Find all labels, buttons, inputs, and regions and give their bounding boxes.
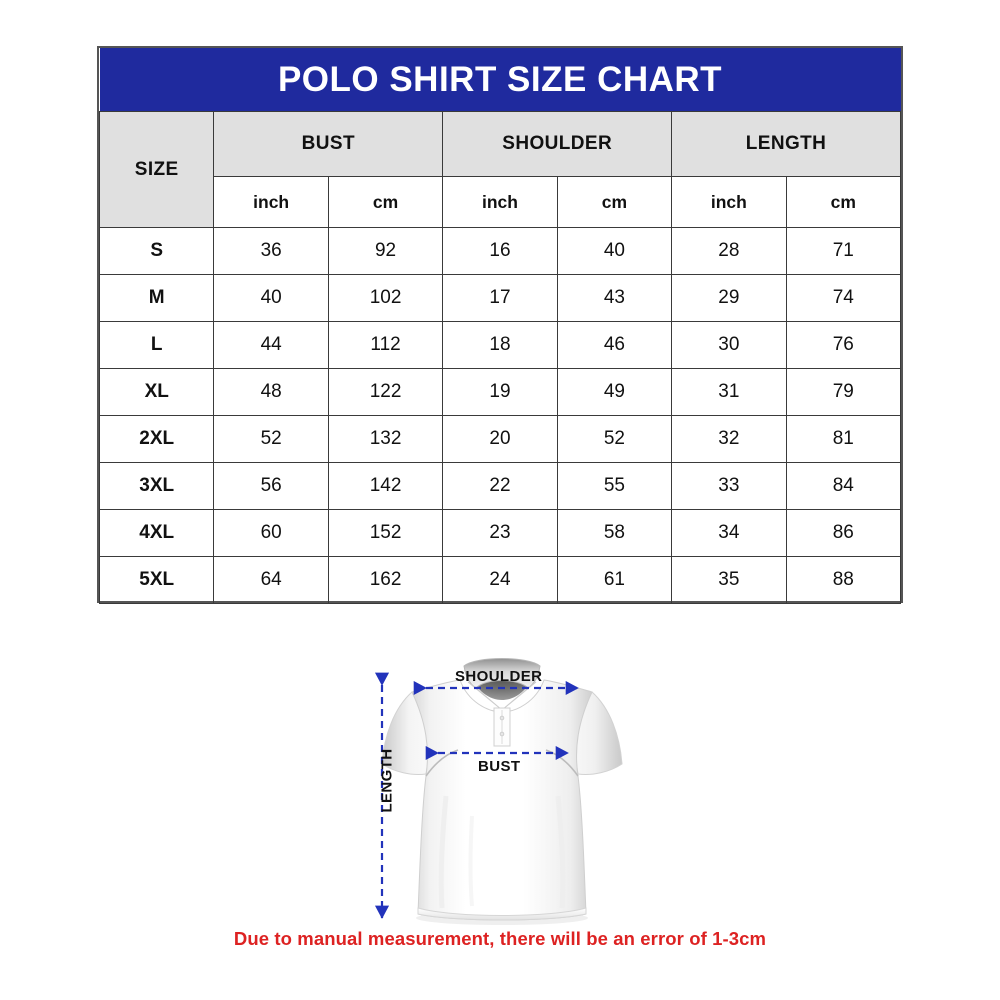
- cell-length-cm: 74: [785, 274, 902, 322]
- unit-header-shoulder-inch: inch: [442, 176, 558, 228]
- cell-length-cm: 88: [785, 556, 902, 604]
- cell-bust-inch: 40: [213, 274, 329, 322]
- cell-size: 4XL: [98, 509, 215, 557]
- cell-shoulder-inch: 22: [442, 462, 558, 510]
- shoulder-measurement-label: SHOULDER: [455, 668, 543, 685]
- unit-header-length-inch: inch: [671, 176, 787, 228]
- cell-shoulder-cm: 52: [556, 415, 673, 463]
- cell-bust-inch: 44: [213, 321, 329, 369]
- cell-shoulder-cm: 49: [556, 368, 673, 416]
- cell-bust-cm: 152: [327, 509, 444, 557]
- cell-shoulder-inch: 18: [442, 321, 558, 369]
- cell-shoulder-inch: 19: [442, 368, 558, 416]
- cell-size: 2XL: [98, 415, 215, 463]
- cell-bust-inch: 60: [213, 509, 329, 557]
- cell-bust-cm: 112: [327, 321, 444, 369]
- cell-bust-cm: 162: [327, 556, 444, 604]
- cell-length-inch: 30: [671, 321, 787, 369]
- unit-header-bust-cm: cm: [327, 176, 444, 228]
- cell-length-inch: 34: [671, 509, 787, 557]
- length-measurement-label: LENGTH: [378, 748, 396, 813]
- cell-length-cm: 76: [785, 321, 902, 369]
- cell-length-inch: 35: [671, 556, 787, 604]
- cell-length-inch: 31: [671, 368, 787, 416]
- table-row: M 40 102 17 43 29 74: [98, 274, 902, 322]
- cell-length-inch: 29: [671, 274, 787, 322]
- cell-bust-inch: 52: [213, 415, 329, 463]
- table-row: XL 48 122 19 49 31 79: [98, 368, 902, 416]
- table-row: 3XL 56 142 22 55 33 84: [98, 462, 902, 510]
- column-header-bust: BUST: [213, 111, 444, 177]
- cell-bust-cm: 132: [327, 415, 444, 463]
- cell-length-cm: 84: [785, 462, 902, 510]
- cell-bust-cm: 122: [327, 368, 444, 416]
- cell-shoulder-cm: 58: [556, 509, 673, 557]
- table-row: S 36 92 16 40 28 71: [98, 227, 902, 275]
- cell-length-cm: 79: [785, 368, 902, 416]
- cell-size: 3XL: [98, 462, 215, 510]
- bust-measurement-label: BUST: [478, 758, 521, 775]
- size-chart-table-body: POLO SHIRT SIZE CHART SIZE BUST SHOULDER…: [98, 48, 902, 604]
- column-header-length: LENGTH: [671, 111, 901, 177]
- measurement-disclaimer: Due to manual measurement, there will be…: [233, 928, 767, 949]
- cell-shoulder-cm: 46: [556, 321, 673, 369]
- cell-bust-inch: 64: [213, 556, 329, 604]
- cell-bust-cm: 92: [327, 227, 444, 275]
- cell-bust-cm: 102: [327, 274, 444, 322]
- unit-header-row: inch cm inch cm inch cm: [100, 176, 902, 228]
- polo-shirt-illustration: [381, 658, 623, 925]
- cell-shoulder-inch: 23: [442, 509, 558, 557]
- size-chart-table-container: POLO SHIRT SIZE CHART SIZE BUST SHOULDER…: [97, 46, 903, 604]
- cell-bust-inch: 56: [213, 462, 329, 510]
- cell-shoulder-cm: 61: [556, 556, 673, 604]
- measurement-diagram: SHOULDER BUST LENGTH: [0, 612, 1000, 942]
- cell-bust-inch: 36: [213, 227, 329, 275]
- cell-size: M: [98, 274, 215, 322]
- table-row: 2XL 52 132 20 52 32 81: [98, 415, 902, 463]
- cell-shoulder-inch: 16: [442, 227, 558, 275]
- cell-size: 5XL: [98, 556, 215, 604]
- cell-length-inch: 28: [671, 227, 787, 275]
- cell-shoulder-inch: 24: [442, 556, 558, 604]
- cell-shoulder-inch: 20: [442, 415, 558, 463]
- cell-length-cm: 86: [785, 509, 902, 557]
- cell-shoulder-cm: 43: [556, 274, 673, 322]
- page-title: POLO SHIRT SIZE CHART: [99, 48, 901, 112]
- table-row: L 44 112 18 46 30 76: [98, 321, 902, 369]
- column-header-size: SIZE: [98, 111, 215, 228]
- measurement-arrows: [374, 672, 579, 919]
- group-header-row: SIZE BUST SHOULDER LENGTH: [98, 111, 901, 228]
- cell-length-cm: 81: [785, 415, 902, 463]
- cell-shoulder-cm: 55: [556, 462, 673, 510]
- size-chart-table: POLO SHIRT SIZE CHART SIZE BUST SHOULDER…: [98, 48, 902, 604]
- unit-header-bust-inch: inch: [213, 176, 329, 228]
- column-header-shoulder: SHOULDER: [442, 111, 673, 177]
- unit-header-shoulder-cm: cm: [556, 176, 673, 228]
- cell-size: XL: [98, 368, 215, 416]
- cell-shoulder-cm: 40: [556, 227, 673, 275]
- cell-size: L: [98, 321, 215, 369]
- title-row: POLO SHIRT SIZE CHART: [99, 48, 901, 112]
- table-row: 4XL 60 152 23 58 34 86: [98, 509, 902, 557]
- cell-size: S: [98, 227, 215, 275]
- cell-length-inch: 32: [671, 415, 787, 463]
- cell-shoulder-inch: 17: [442, 274, 558, 322]
- unit-header-length-cm: cm: [785, 176, 902, 228]
- cell-length-cm: 71: [785, 227, 902, 275]
- cell-bust-inch: 48: [213, 368, 329, 416]
- cell-length-inch: 33: [671, 462, 787, 510]
- cell-bust-cm: 142: [327, 462, 444, 510]
- table-row: 5XL 64 162 24 61 35 88: [98, 556, 902, 604]
